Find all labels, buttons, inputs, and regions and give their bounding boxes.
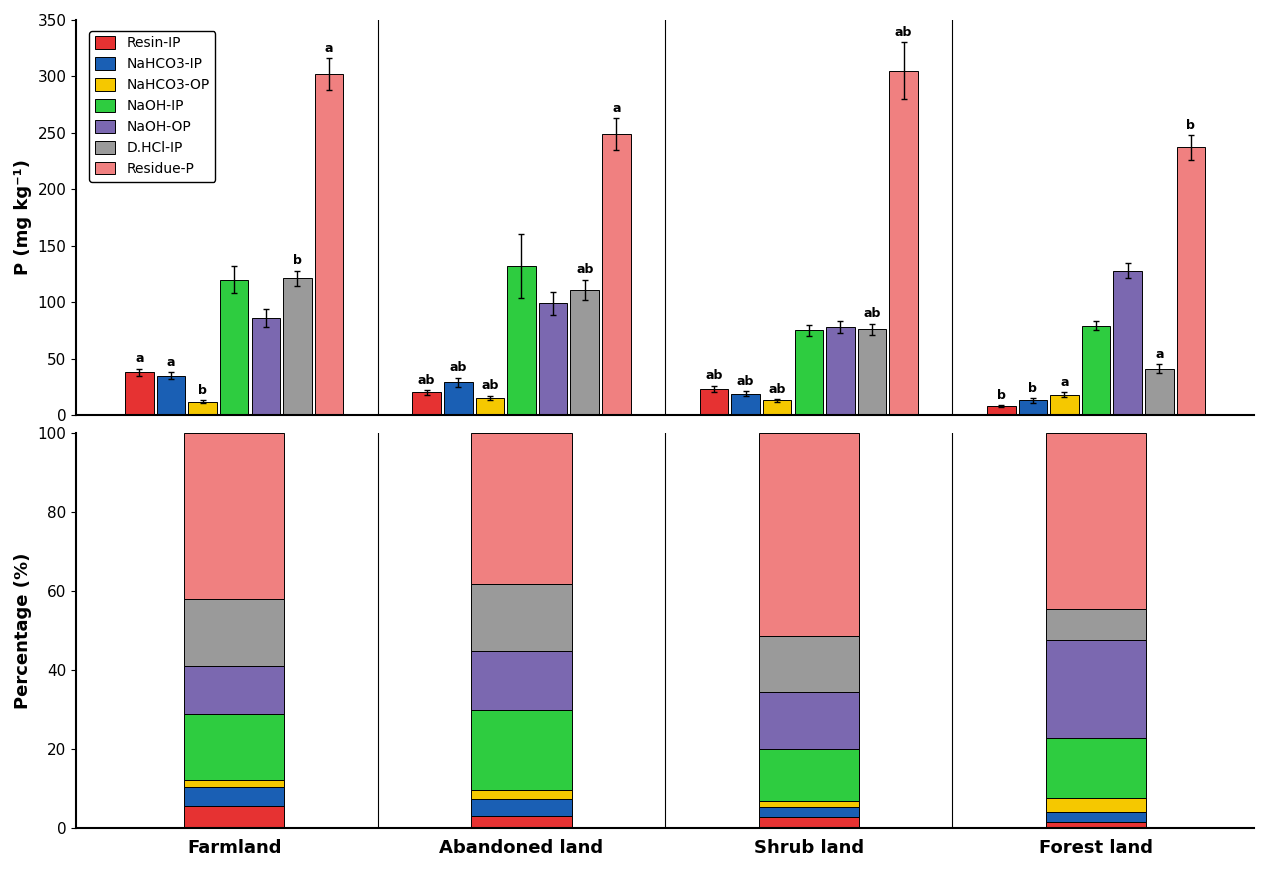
Bar xyxy=(184,666,284,714)
Text: a: a xyxy=(325,42,333,55)
Text: b: b xyxy=(1028,381,1037,395)
Bar xyxy=(1050,395,1079,415)
Text: ab: ab xyxy=(768,383,786,395)
Bar xyxy=(444,382,473,415)
Bar xyxy=(184,598,284,666)
Bar xyxy=(472,799,572,816)
Bar xyxy=(507,266,535,415)
Y-axis label: P (mg kg⁻¹): P (mg kg⁻¹) xyxy=(14,159,32,275)
Bar xyxy=(184,714,284,780)
Text: ab: ab xyxy=(418,374,435,387)
Bar xyxy=(857,329,886,415)
Bar xyxy=(251,318,280,415)
Bar xyxy=(889,71,918,415)
Bar xyxy=(602,134,630,415)
Bar xyxy=(539,303,567,415)
Bar xyxy=(758,816,858,828)
Bar xyxy=(1046,799,1146,812)
Bar xyxy=(795,330,823,415)
Text: ab: ab xyxy=(576,263,593,276)
Text: a: a xyxy=(612,102,620,115)
Text: b: b xyxy=(1187,118,1196,132)
Bar xyxy=(1113,271,1142,415)
Bar xyxy=(184,780,284,787)
Bar xyxy=(758,800,858,807)
Text: a: a xyxy=(166,355,175,368)
Bar xyxy=(283,279,312,415)
Text: a: a xyxy=(1060,376,1069,389)
Bar xyxy=(1046,822,1146,828)
Bar xyxy=(126,372,153,415)
Bar xyxy=(758,636,858,692)
Bar xyxy=(157,375,185,415)
Bar xyxy=(184,433,284,598)
Text: ab: ab xyxy=(450,361,467,375)
Legend: Resin-IP, NaHCO3-IP, NaHCO3-OP, NaOH-IP, NaOH-OP, D.HCl-IP, Residue-P: Resin-IP, NaHCO3-IP, NaHCO3-OP, NaOH-IP,… xyxy=(89,30,216,181)
Bar xyxy=(1046,433,1146,609)
Bar xyxy=(1018,401,1047,415)
Bar xyxy=(472,710,572,790)
Text: ab: ab xyxy=(895,26,912,39)
Bar xyxy=(700,389,728,415)
Bar xyxy=(472,433,572,584)
Bar xyxy=(412,393,441,415)
Bar xyxy=(184,807,284,828)
Text: ab: ab xyxy=(737,375,754,388)
Bar xyxy=(314,74,344,415)
Bar xyxy=(763,401,791,415)
Bar xyxy=(1046,738,1146,799)
Bar xyxy=(476,398,505,415)
Bar xyxy=(1046,640,1146,738)
Bar xyxy=(1046,609,1146,640)
Bar xyxy=(1145,368,1173,415)
Text: ab: ab xyxy=(864,307,881,321)
Bar xyxy=(758,692,858,749)
Bar xyxy=(219,280,249,415)
Bar xyxy=(732,394,760,415)
Bar xyxy=(987,406,1016,415)
Bar xyxy=(472,790,572,799)
Text: a: a xyxy=(1155,348,1164,361)
Bar xyxy=(1046,812,1146,822)
Bar xyxy=(758,807,858,816)
Bar xyxy=(472,651,572,710)
Text: ab: ab xyxy=(481,380,498,393)
Text: ab: ab xyxy=(705,369,723,382)
Bar xyxy=(758,749,858,800)
Text: b: b xyxy=(293,254,302,267)
Bar xyxy=(571,290,598,415)
Text: b: b xyxy=(198,384,207,397)
Bar xyxy=(827,327,855,415)
Y-axis label: Percentage (%): Percentage (%) xyxy=(14,552,32,709)
Bar xyxy=(184,787,284,807)
Bar xyxy=(1177,147,1205,415)
Bar xyxy=(472,816,572,828)
Text: b: b xyxy=(997,388,1006,402)
Bar xyxy=(758,433,858,636)
Bar xyxy=(472,584,572,651)
Bar xyxy=(189,402,217,415)
Bar xyxy=(1082,326,1111,415)
Text: a: a xyxy=(136,353,143,365)
